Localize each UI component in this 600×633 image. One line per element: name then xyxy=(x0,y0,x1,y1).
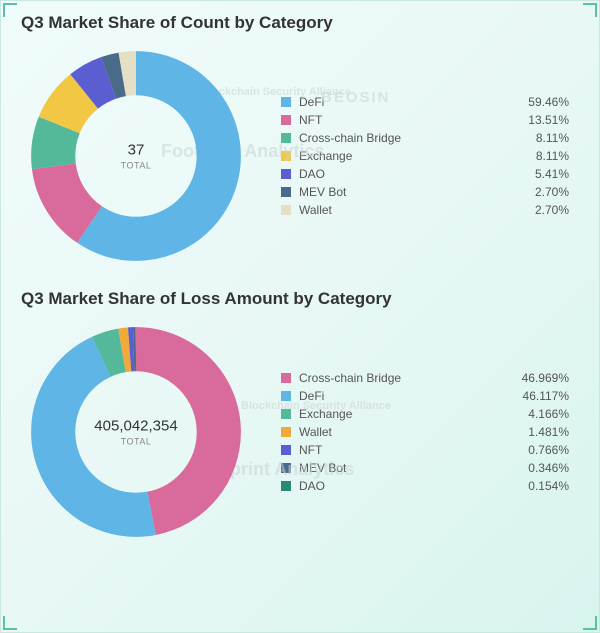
legend-swatch xyxy=(281,97,291,107)
legend-row: DeFi46.117% xyxy=(281,389,579,403)
chart1-center-caption: TOTAL xyxy=(121,161,152,171)
legend-row: Wallet2.70% xyxy=(281,203,579,217)
chart2-legend: Cross-chain Bridge46.969%DeFi46.117%Exch… xyxy=(251,367,579,497)
chart1-donut: 37 TOTAL xyxy=(21,41,251,271)
legend-swatch xyxy=(281,427,291,437)
chart2-center-value: 405,042,354 xyxy=(94,418,177,435)
legend-swatch xyxy=(281,133,291,143)
legend-pct: 8.11% xyxy=(427,131,579,145)
legend-swatch xyxy=(281,187,291,197)
legend-label: DeFi xyxy=(299,95,427,109)
legend-label: Cross-chain Bridge xyxy=(299,131,427,145)
legend-row: MEV Bot2.70% xyxy=(281,185,579,199)
legend-pct: 46.117% xyxy=(427,389,579,403)
legend-pct: 1.481% xyxy=(427,425,579,439)
chart2-donut: 405,042,354 TOTAL xyxy=(21,317,251,547)
legend-row: MEV Bot0.346% xyxy=(281,461,579,475)
legend-swatch xyxy=(281,169,291,179)
chart1-title: Q3 Market Share of Count by Category xyxy=(21,13,579,33)
legend-swatch xyxy=(281,445,291,455)
legend-label: MEV Bot xyxy=(299,461,427,475)
legend-row: DAO5.41% xyxy=(281,167,579,181)
legend-pct: 13.51% xyxy=(427,113,579,127)
legend-label: DeFi xyxy=(299,389,427,403)
legend-pct: 4.166% xyxy=(427,407,579,421)
legend-row: Cross-chain Bridge46.969% xyxy=(281,371,579,385)
legend-pct: 46.969% xyxy=(427,371,579,385)
legend-pct: 8.11% xyxy=(427,149,579,163)
legend-pct: 2.70% xyxy=(427,203,579,217)
legend-label: Wallet xyxy=(299,203,427,217)
legend-swatch xyxy=(281,481,291,491)
legend-row: NFT0.766% xyxy=(281,443,579,457)
legend-pct: 0.766% xyxy=(427,443,579,457)
legend-row: Exchange4.166% xyxy=(281,407,579,421)
legend-label: Cross-chain Bridge xyxy=(299,371,427,385)
legend-label: Exchange xyxy=(299,149,427,163)
chart2-center-caption: TOTAL xyxy=(94,437,177,447)
chart1-legend: DeFi59.46%NFT13.51%Cross-chain Bridge8.1… xyxy=(251,91,579,221)
legend-label: MEV Bot xyxy=(299,185,427,199)
legend-swatch xyxy=(281,409,291,419)
panel-count-by-category: Q3 Market Share of Count by Category 37 … xyxy=(1,1,599,277)
legend-pct: 5.41% xyxy=(427,167,579,181)
legend-label: NFT xyxy=(299,443,427,457)
legend-row: NFT13.51% xyxy=(281,113,579,127)
legend-swatch xyxy=(281,463,291,473)
legend-swatch xyxy=(281,373,291,383)
legend-label: DAO xyxy=(299,479,427,493)
legend-pct: 0.346% xyxy=(427,461,579,475)
legend-label: NFT xyxy=(299,113,427,127)
legend-swatch xyxy=(281,115,291,125)
legend-row: Exchange8.11% xyxy=(281,149,579,163)
legend-pct: 2.70% xyxy=(427,185,579,199)
chart2-title: Q3 Market Share of Loss Amount by Catego… xyxy=(21,289,579,309)
legend-swatch xyxy=(281,391,291,401)
legend-row: Cross-chain Bridge8.11% xyxy=(281,131,579,145)
legend-label: DAO xyxy=(299,167,427,181)
legend-row: DAO0.154% xyxy=(281,479,579,493)
legend-pct: 59.46% xyxy=(427,95,579,109)
legend-swatch xyxy=(281,151,291,161)
legend-label: Wallet xyxy=(299,425,427,439)
chart1-center-value: 37 xyxy=(121,142,152,159)
legend-row: DeFi59.46% xyxy=(281,95,579,109)
panel-loss-by-category: Q3 Market Share of Loss Amount by Catego… xyxy=(1,277,599,553)
legend-swatch xyxy=(281,205,291,215)
legend-row: Wallet1.481% xyxy=(281,425,579,439)
legend-pct: 0.154% xyxy=(427,479,579,493)
legend-label: Exchange xyxy=(299,407,427,421)
